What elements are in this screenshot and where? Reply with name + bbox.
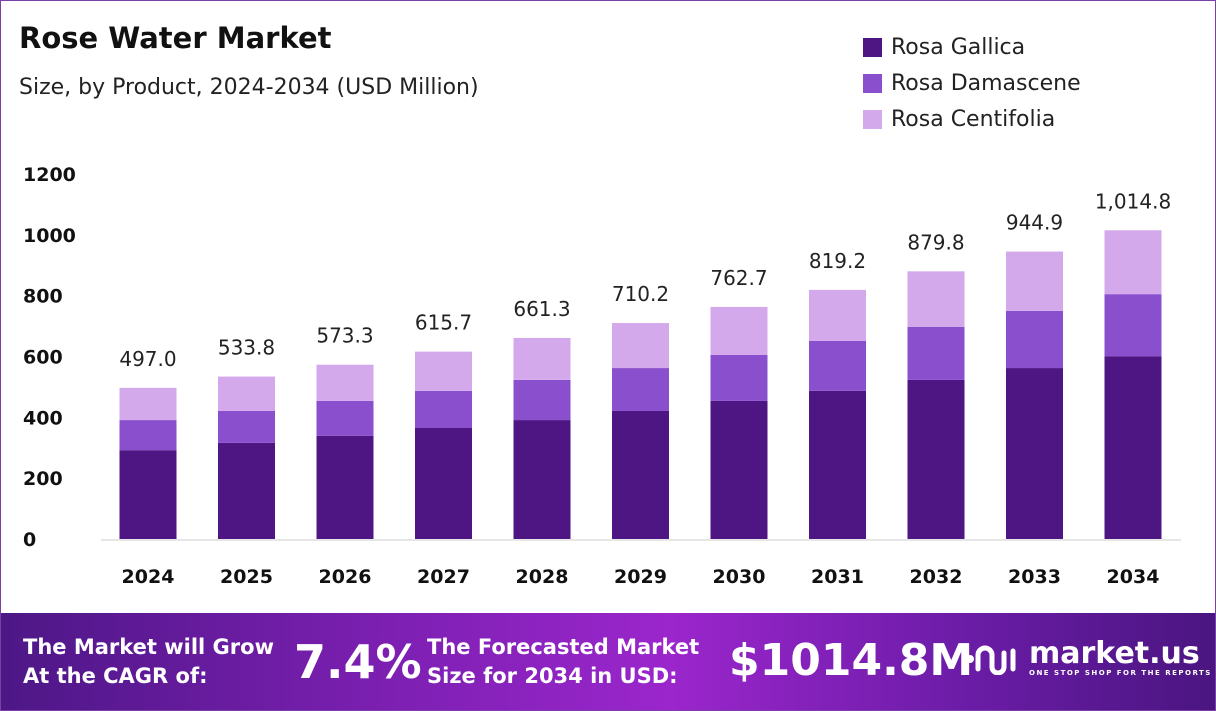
data-label-total: 944.9 bbox=[1006, 211, 1063, 235]
bar-segment-rosa-damascene bbox=[415, 390, 472, 428]
y-tick-label: 200 bbox=[23, 468, 63, 490]
forecast-value: $1014.8M bbox=[729, 635, 974, 686]
bar-chart: 0 200 400 600 800 1000 1200 497.0 2024 533.8 2025 5… bbox=[23, 164, 1181, 588]
y-tick-label: 600 bbox=[23, 347, 63, 369]
bar-segment-rosa-damascene bbox=[119, 420, 177, 451]
x-tick-label: 2034 bbox=[1107, 566, 1160, 588]
x-tick-label: 2025 bbox=[220, 566, 273, 588]
x-tick-label: 2026 bbox=[319, 566, 372, 588]
chart-subtitle: Size, by Product, 2024-2034 (USD Million… bbox=[19, 75, 479, 100]
brand-name: market.us bbox=[1029, 636, 1200, 671]
bar-segment-rosa-gallica bbox=[316, 435, 374, 539]
brand-tagline: ONE STOP SHOP FOR THE REPORTS bbox=[1029, 669, 1212, 677]
data-label-total: 879.8 bbox=[907, 230, 964, 254]
chart-title: Rose Water Market bbox=[19, 21, 332, 55]
bar-segment-rosa-gallica bbox=[907, 379, 965, 539]
bar-segment-rosa-centifolia bbox=[513, 337, 571, 380]
bar-segment-rosa-centifolia bbox=[218, 376, 275, 411]
data-label-total: 710.2 bbox=[612, 282, 669, 306]
x-tick-label: 2031 bbox=[811, 566, 864, 588]
bar-segment-rosa-gallica bbox=[1006, 368, 1063, 539]
cagr-label: The Market will Grow At the CAGR of: bbox=[23, 635, 274, 688]
bar-segment-rosa-centifolia bbox=[1006, 251, 1063, 311]
legend-swatch bbox=[863, 109, 882, 129]
legend: Rosa Gallica Rosa Damascene Rosa Centifo… bbox=[863, 29, 1081, 137]
brand-logo: market.us ONE STOP SHOP FOR THE REPORTS bbox=[963, 639, 1212, 677]
legend-label: Rosa Gallica bbox=[891, 34, 1026, 60]
bar-segment-rosa-gallica bbox=[809, 390, 866, 539]
data-label-total: 661.3 bbox=[513, 297, 570, 321]
y-tick-label: 1200 bbox=[23, 164, 76, 186]
bar-segment-rosa-damascene bbox=[809, 340, 866, 391]
legend-item-centifolia: Rosa Centifolia bbox=[863, 101, 1081, 137]
bar-segment-rosa-damascene bbox=[316, 400, 374, 436]
x-tick-label: 2030 bbox=[713, 566, 766, 588]
legend-label: Rosa Damascene bbox=[891, 70, 1081, 96]
bar-segment-rosa-gallica bbox=[1104, 356, 1162, 539]
y-tick-label: 800 bbox=[23, 286, 63, 308]
bar-segment-rosa-damascene bbox=[1006, 310, 1063, 369]
bar-segment-rosa-gallica bbox=[612, 410, 669, 539]
footer-banner: The Market will Grow At the CAGR of: 7.4%… bbox=[1, 613, 1215, 710]
bar-segment-rosa-centifolia bbox=[316, 364, 374, 401]
bar-segment-rosa-gallica bbox=[218, 442, 275, 539]
x-tick-label: 2024 bbox=[122, 566, 175, 588]
bar-segment-rosa-centifolia bbox=[809, 289, 866, 341]
bar-segment-rosa-centifolia bbox=[1104, 230, 1162, 295]
y-tick-label: 1000 bbox=[23, 225, 76, 247]
bar-segment-rosa-centifolia bbox=[119, 387, 177, 421]
legend-swatch bbox=[863, 73, 882, 93]
bar-segment-rosa-centifolia bbox=[612, 323, 669, 369]
bar-segment-rosa-damascene bbox=[710, 354, 768, 401]
bar-segment-rosa-gallica bbox=[119, 450, 177, 539]
data-label-total: 497.0 bbox=[119, 347, 176, 371]
data-label-total: 819.2 bbox=[809, 249, 866, 273]
data-label-total: 762.7 bbox=[710, 266, 767, 290]
bar-segment-rosa-centifolia bbox=[415, 351, 472, 391]
bar-segment-rosa-gallica bbox=[513, 420, 571, 539]
data-label-total: 533.8 bbox=[218, 336, 275, 360]
bar-segment-rosa-gallica bbox=[710, 400, 768, 539]
bar-segment-rosa-damascene bbox=[513, 379, 571, 421]
bar-segment-rosa-damascene bbox=[907, 326, 965, 380]
bar-segment-rosa-gallica bbox=[415, 427, 472, 539]
forecast-label: The Forecasted Market Size for 2034 in US… bbox=[427, 635, 700, 688]
bar-segment-rosa-centifolia bbox=[907, 271, 965, 327]
legend-item-gallica: Rosa Gallica bbox=[863, 29, 1081, 65]
legend-label: Rosa Centifolia bbox=[891, 106, 1056, 132]
data-label-total: 1,014.8 bbox=[1095, 189, 1171, 213]
x-tick-label: 2033 bbox=[1008, 566, 1061, 588]
y-tick-label: 400 bbox=[23, 407, 63, 429]
legend-item-damascene: Rosa Damascene bbox=[863, 65, 1081, 101]
bar-segment-rosa-damascene bbox=[612, 368, 669, 411]
legend-swatch bbox=[863, 37, 882, 57]
market-us-logo-icon bbox=[966, 645, 1016, 675]
x-tick-label: 2027 bbox=[417, 566, 470, 588]
bar-segment-rosa-damascene bbox=[1104, 294, 1162, 357]
x-tick-label: 2032 bbox=[910, 566, 963, 588]
cagr-value: 7.4% bbox=[294, 635, 422, 689]
data-label-total: 573.3 bbox=[316, 324, 373, 348]
data-label-total: 615.7 bbox=[415, 311, 472, 335]
x-tick-label: 2028 bbox=[516, 566, 569, 588]
bar-segment-rosa-centifolia bbox=[710, 306, 768, 355]
y-tick-label: 0 bbox=[23, 529, 36, 551]
x-tick-label: 2029 bbox=[614, 566, 667, 588]
bar-segment-rosa-damascene bbox=[218, 410, 275, 443]
